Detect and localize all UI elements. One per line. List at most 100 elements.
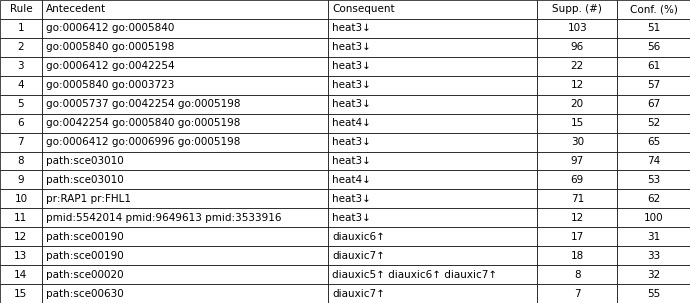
- Bar: [538, 265, 617, 284]
- Bar: [617, 133, 690, 152]
- Text: 67: 67: [647, 99, 660, 109]
- Bar: [42, 170, 328, 189]
- Bar: [617, 227, 690, 246]
- Bar: [617, 76, 690, 95]
- Text: 53: 53: [647, 175, 660, 185]
- Bar: [0, 246, 42, 265]
- Bar: [538, 170, 617, 189]
- Text: 97: 97: [571, 156, 584, 166]
- Bar: [42, 265, 328, 284]
- Text: 30: 30: [571, 137, 584, 147]
- Bar: [328, 76, 538, 95]
- Text: 55: 55: [647, 288, 660, 298]
- Text: diauxic5↑ diauxic6↑ diauxic7↑: diauxic5↑ diauxic6↑ diauxic7↑: [333, 270, 497, 280]
- Text: go:0006412 go:0006996 go:0005198: go:0006412 go:0006996 go:0005198: [46, 137, 240, 147]
- Text: 11: 11: [14, 213, 28, 223]
- Bar: [328, 133, 538, 152]
- Text: go:0005840 go:0005198: go:0005840 go:0005198: [46, 42, 174, 52]
- Text: 9: 9: [17, 175, 24, 185]
- Text: 57: 57: [647, 80, 660, 90]
- Bar: [42, 38, 328, 57]
- Text: 18: 18: [571, 251, 584, 261]
- Bar: [0, 170, 42, 189]
- Bar: [328, 265, 538, 284]
- Bar: [328, 0, 538, 19]
- Bar: [617, 0, 690, 19]
- Text: 15: 15: [571, 118, 584, 128]
- Text: 5: 5: [17, 99, 24, 109]
- Text: heat4↓: heat4↓: [333, 118, 371, 128]
- Bar: [0, 19, 42, 38]
- Bar: [0, 189, 42, 208]
- Bar: [617, 265, 690, 284]
- Text: path:sce03010: path:sce03010: [46, 156, 124, 166]
- Text: heat3↓: heat3↓: [333, 99, 371, 109]
- Text: heat3↓: heat3↓: [333, 23, 371, 33]
- Bar: [538, 95, 617, 114]
- Bar: [42, 0, 328, 19]
- Bar: [328, 95, 538, 114]
- Bar: [0, 152, 42, 170]
- Text: path:sce00190: path:sce00190: [46, 232, 124, 242]
- Bar: [617, 208, 690, 227]
- Bar: [328, 189, 538, 208]
- Bar: [538, 133, 617, 152]
- Text: 10: 10: [14, 194, 28, 204]
- Bar: [0, 95, 42, 114]
- Text: 51: 51: [647, 23, 660, 33]
- Text: 31: 31: [647, 232, 660, 242]
- Bar: [42, 246, 328, 265]
- Text: 8: 8: [17, 156, 24, 166]
- Bar: [0, 114, 42, 133]
- Bar: [328, 284, 538, 303]
- Text: go:0005737 go:0042254 go:0005198: go:0005737 go:0042254 go:0005198: [46, 99, 240, 109]
- Bar: [42, 227, 328, 246]
- Text: heat3↓: heat3↓: [333, 42, 371, 52]
- Bar: [538, 152, 617, 170]
- Bar: [0, 284, 42, 303]
- Text: 14: 14: [14, 270, 28, 280]
- Bar: [617, 284, 690, 303]
- Bar: [42, 208, 328, 227]
- Bar: [0, 265, 42, 284]
- Bar: [0, 227, 42, 246]
- Text: 103: 103: [567, 23, 587, 33]
- Bar: [617, 170, 690, 189]
- Bar: [328, 246, 538, 265]
- Text: 69: 69: [571, 175, 584, 185]
- Text: 13: 13: [14, 251, 28, 261]
- Bar: [538, 208, 617, 227]
- Bar: [0, 0, 42, 19]
- Bar: [538, 284, 617, 303]
- Bar: [42, 189, 328, 208]
- Bar: [617, 57, 690, 76]
- Text: go:0005840 go:0003723: go:0005840 go:0003723: [46, 80, 174, 90]
- Text: diauxic7↑: diauxic7↑: [333, 251, 385, 261]
- Text: 32: 32: [647, 270, 660, 280]
- Text: 7: 7: [17, 137, 24, 147]
- Bar: [538, 114, 617, 133]
- Text: go:0006412 go:0042254: go:0006412 go:0042254: [46, 61, 175, 71]
- Bar: [0, 57, 42, 76]
- Text: 20: 20: [571, 99, 584, 109]
- Text: go:0042254 go:0005840 go:0005198: go:0042254 go:0005840 go:0005198: [46, 118, 240, 128]
- Bar: [538, 57, 617, 76]
- Text: 12: 12: [571, 80, 584, 90]
- Text: pr:RAP1 pr:FHL1: pr:RAP1 pr:FHL1: [46, 194, 131, 204]
- Text: 8: 8: [574, 270, 580, 280]
- Text: 33: 33: [647, 251, 660, 261]
- Bar: [42, 114, 328, 133]
- Text: heat3↓: heat3↓: [333, 194, 371, 204]
- Bar: [328, 152, 538, 170]
- Text: 1: 1: [17, 23, 24, 33]
- Text: 71: 71: [571, 194, 584, 204]
- Bar: [328, 170, 538, 189]
- Text: Rule: Rule: [10, 5, 32, 15]
- Text: heat4↓: heat4↓: [333, 175, 371, 185]
- Bar: [617, 95, 690, 114]
- Bar: [328, 57, 538, 76]
- Bar: [617, 152, 690, 170]
- Text: 56: 56: [647, 42, 660, 52]
- Bar: [328, 38, 538, 57]
- Bar: [42, 95, 328, 114]
